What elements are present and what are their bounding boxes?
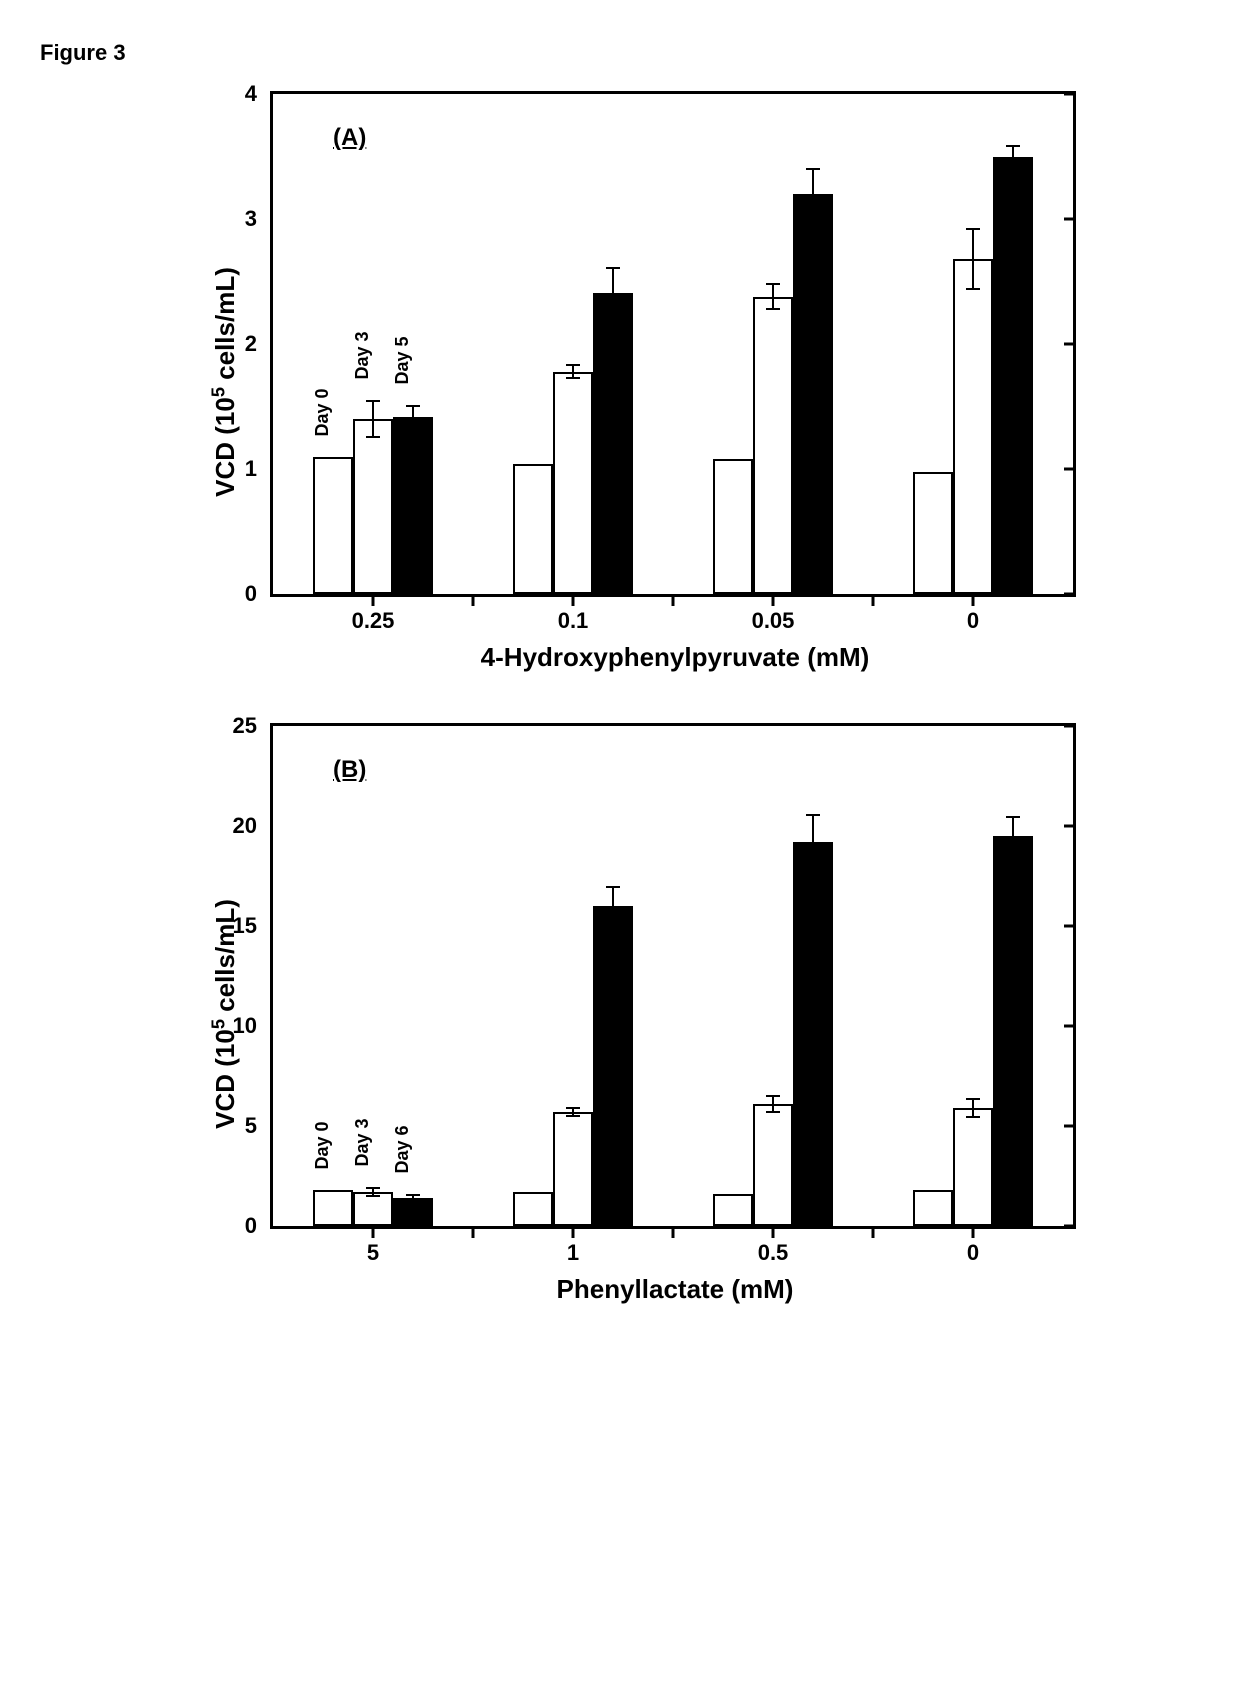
x-tick-label: 5 [367,1240,379,1266]
bar [713,1194,753,1226]
bar [953,259,993,594]
x-tick-mark [772,1226,775,1238]
bar [353,419,393,594]
x-tick-mark [772,594,775,606]
y-tick-label: 2 [245,331,273,357]
bar [513,1192,553,1226]
y-tick-label: 10 [233,1013,273,1039]
bar [993,157,1033,595]
bar [793,194,833,594]
series-label: Day 0 [312,388,333,436]
bar [593,293,633,594]
y-tick-mark [1064,468,1076,471]
x-tick-mark [572,1226,575,1238]
chart-block-chartA: VCD (105 cells/mL)(A)012340.25Day 0Day 3… [160,91,1080,673]
bar [313,1190,353,1226]
x-tick-mark [972,594,975,606]
x-tick-mark [872,1226,875,1238]
chart-block-chartB: VCD (105 cells/mL)(B)05101520255Day 0Day… [160,723,1080,1305]
x-axis-label: 4-Hydroxyphenylpyruvate (mM) [270,642,1080,673]
x-tick-mark [372,594,375,606]
series-label: Day 3 [352,1118,373,1166]
bar [393,1198,433,1226]
bar [553,1112,593,1226]
y-tick-mark [1064,343,1076,346]
y-tick-mark [1064,1225,1076,1228]
bar [913,1190,953,1226]
bar [793,842,833,1226]
bar [553,372,593,595]
x-tick-mark [672,594,675,606]
bar [393,417,433,595]
y-tick-label: 5 [245,1113,273,1139]
x-tick-label: 1 [567,1240,579,1266]
bar [353,1192,393,1226]
y-tick-mark [1064,593,1076,596]
y-tick-label: 0 [245,581,273,607]
series-label: Day 5 [392,337,413,385]
series-label: Day 6 [392,1125,413,1173]
y-tick-mark [1064,925,1076,928]
x-tick-label: 0.05 [752,608,795,634]
bar [753,297,793,595]
y-axis-label: VCD (105 cells/mL) [209,267,242,497]
bar [593,906,633,1226]
x-tick-mark [972,1226,975,1238]
bar [753,1104,793,1226]
series-label: Day 0 [312,1121,333,1169]
plot-area: (B)05101520255Day 0Day 3Day 610.50 [270,723,1076,1229]
charts-container: VCD (105 cells/mL)(A)012340.25Day 0Day 3… [40,91,1200,1305]
y-tick-mark [1064,825,1076,828]
y-tick-label: 3 [245,206,273,232]
y-tick-label: 15 [233,913,273,939]
bar [713,459,753,594]
y-tick-mark [1064,1125,1076,1128]
y-tick-label: 4 [245,81,273,107]
x-tick-label: 0.5 [758,1240,789,1266]
bar [313,457,353,595]
y-tick-mark [1064,93,1076,96]
bar [953,1108,993,1226]
bar [993,836,1033,1226]
y-tick-label: 25 [233,713,273,739]
x-tick-label: 0 [967,608,979,634]
figure-title: Figure 3 [40,40,1200,66]
x-tick-mark [672,1226,675,1238]
x-tick-mark [872,594,875,606]
y-tick-mark [1064,725,1076,728]
plot-area: (A)012340.25Day 0Day 3Day 50.10.050 [270,91,1076,597]
x-tick-label: 0 [967,1240,979,1266]
x-tick-mark [472,594,475,606]
x-tick-mark [572,594,575,606]
x-tick-mark [472,1226,475,1238]
y-tick-label: 0 [245,1213,273,1239]
series-label: Day 3 [352,332,373,380]
y-tick-label: 20 [233,813,273,839]
y-tick-mark [1064,218,1076,221]
x-tick-label: 0.25 [352,608,395,634]
x-tick-label: 0.1 [558,608,589,634]
panel-label: (A) [333,124,366,152]
y-tick-mark [1064,1025,1076,1028]
bar [913,472,953,595]
bar [513,464,553,594]
x-axis-label: Phenyllactate (mM) [270,1274,1080,1305]
x-tick-mark [372,1226,375,1238]
panel-label: (B) [333,756,366,784]
y-tick-label: 1 [245,456,273,482]
